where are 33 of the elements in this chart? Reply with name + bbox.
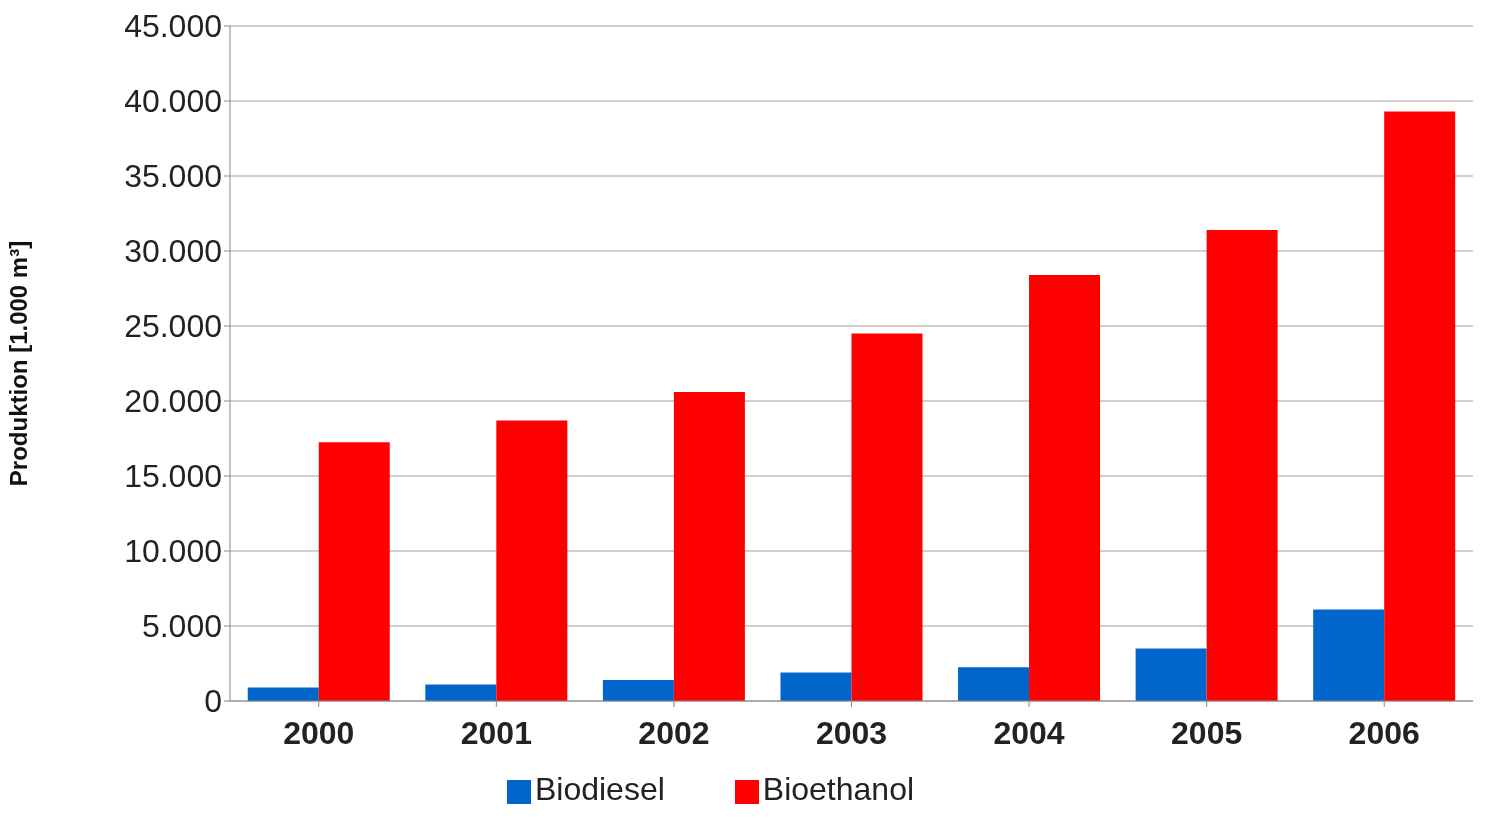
legend-label: Bioethanol [762,771,915,807]
y-tick-label: 20.000 [124,383,222,420]
y-axis-title: Produktion [1.000 m³] [4,240,32,487]
x-tick-label: 2001 [460,714,532,751]
bar [1206,230,1278,701]
bar [425,684,497,701]
y-tick-label: 35.000 [124,158,222,195]
y-tick-label: 40.000 [124,83,222,120]
y-tick-label: 15.000 [124,458,222,495]
y-tick-label: 10.000 [124,533,222,570]
x-tick-label: 2002 [638,714,710,751]
bar [496,420,568,701]
bar [958,667,1030,701]
x-tick-label: 2004 [993,714,1065,751]
x-tick-label: 2006 [1348,714,1420,751]
y-tick-label: 5.000 [141,608,222,645]
x-tick-label: 2000 [283,714,355,751]
bar [851,333,923,701]
bar [1384,111,1456,701]
bar [1135,648,1207,701]
bar [602,680,674,701]
bar [318,442,390,701]
y-tick-label: 0 [204,683,222,720]
bar [1029,275,1101,701]
y-tick-label: 45.000 [124,8,222,45]
bar [1313,609,1385,701]
legend-label: Biodiesel [534,771,665,807]
x-tick-label: 2003 [815,714,888,751]
bar [780,672,852,701]
y-tick-label: 25.000 [124,308,222,345]
x-tick-label: 2005 [1171,714,1243,751]
y-tick-label: 30.000 [124,233,222,270]
bar [673,392,745,701]
